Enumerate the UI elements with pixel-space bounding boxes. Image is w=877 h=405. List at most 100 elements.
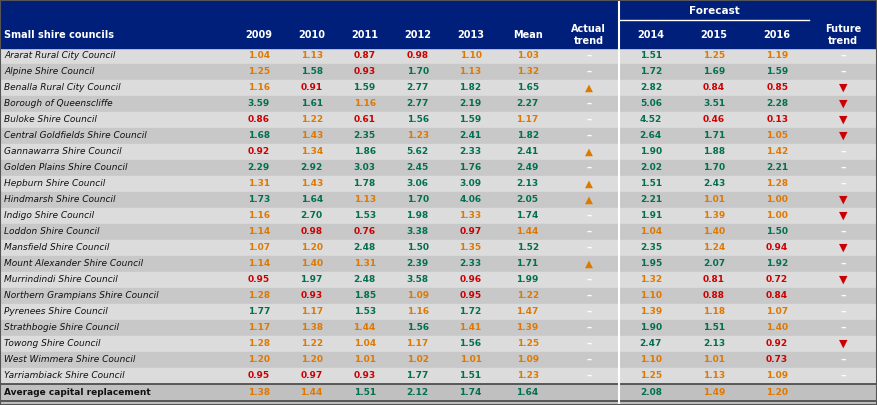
Text: 1.16: 1.16 — [247, 83, 270, 92]
Text: –: – — [586, 323, 591, 333]
Text: –: – — [840, 371, 845, 381]
Text: 5.62: 5.62 — [407, 147, 429, 156]
Text: 1.56: 1.56 — [407, 324, 429, 333]
Text: 2.48: 2.48 — [353, 243, 375, 252]
Text: 1.38: 1.38 — [301, 324, 323, 333]
Text: 1.51: 1.51 — [353, 388, 375, 397]
Text: 1.65: 1.65 — [517, 83, 538, 92]
Text: 1.04: 1.04 — [353, 339, 375, 348]
Text: 1.28: 1.28 — [766, 179, 788, 188]
Text: 0.72: 0.72 — [766, 275, 788, 284]
Text: Murrindindi Shire Council: Murrindindi Shire Council — [4, 275, 118, 284]
Text: –: – — [586, 355, 591, 365]
Text: 0.93: 0.93 — [353, 68, 375, 77]
Text: 1.32: 1.32 — [640, 275, 662, 284]
Text: 1.51: 1.51 — [640, 51, 662, 60]
Text: 1.20: 1.20 — [301, 243, 323, 252]
Text: 2011: 2011 — [351, 30, 378, 40]
Text: ▲: ▲ — [585, 179, 593, 189]
Bar — [0, 64, 877, 80]
Text: 1.70: 1.70 — [407, 196, 429, 205]
Text: 1.68: 1.68 — [247, 132, 270, 141]
Text: 1.71: 1.71 — [702, 132, 725, 141]
Text: 1.59: 1.59 — [766, 68, 788, 77]
Text: 2.28: 2.28 — [766, 100, 788, 109]
Text: 2.35: 2.35 — [640, 243, 662, 252]
Text: Hindmarsh Shire Council: Hindmarsh Shire Council — [4, 196, 116, 205]
Text: Northern Grampians Shire Council: Northern Grampians Shire Council — [4, 292, 159, 301]
Text: Forecast: Forecast — [688, 6, 739, 17]
Text: 0.13: 0.13 — [766, 115, 788, 124]
Text: 1.04: 1.04 — [247, 51, 270, 60]
Text: 0.97: 0.97 — [460, 228, 481, 237]
Text: 2.43: 2.43 — [702, 179, 725, 188]
Text: 1.16: 1.16 — [407, 307, 429, 316]
Text: 2.45: 2.45 — [407, 164, 429, 173]
Bar — [0, 144, 877, 160]
Text: 1.50: 1.50 — [766, 228, 788, 237]
Text: 1.95: 1.95 — [639, 260, 662, 269]
Text: 0.91: 0.91 — [301, 83, 323, 92]
Text: 1.64: 1.64 — [517, 388, 538, 397]
Text: 1.25: 1.25 — [703, 51, 725, 60]
Text: 1.56: 1.56 — [407, 115, 429, 124]
Text: 1.61: 1.61 — [301, 100, 323, 109]
Text: ▲: ▲ — [585, 83, 593, 93]
Text: 2.27: 2.27 — [517, 100, 538, 109]
Text: 1.05: 1.05 — [766, 132, 788, 141]
Text: 1.51: 1.51 — [640, 179, 662, 188]
Text: 1.85: 1.85 — [353, 292, 375, 301]
Text: 2.77: 2.77 — [406, 83, 429, 92]
Text: 1.28: 1.28 — [247, 292, 270, 301]
Bar — [0, 192, 877, 208]
Text: –: – — [840, 291, 845, 301]
Text: ▲: ▲ — [585, 147, 593, 157]
Text: 1.16: 1.16 — [247, 211, 270, 220]
Text: 1.38: 1.38 — [247, 388, 270, 397]
Text: 2016: 2016 — [764, 30, 791, 40]
Text: 0.96: 0.96 — [460, 275, 481, 284]
Text: 1.41: 1.41 — [460, 324, 481, 333]
Text: 2.21: 2.21 — [766, 164, 788, 173]
Text: 1.10: 1.10 — [460, 51, 481, 60]
Text: 2.33: 2.33 — [460, 147, 481, 156]
Text: 1.82: 1.82 — [460, 83, 481, 92]
Text: 2012: 2012 — [404, 30, 431, 40]
Text: 1.78: 1.78 — [353, 179, 375, 188]
Text: 2.29: 2.29 — [247, 164, 270, 173]
Text: ▼: ▼ — [838, 115, 847, 125]
Text: 1.25: 1.25 — [640, 371, 662, 381]
Text: 1.20: 1.20 — [301, 356, 323, 364]
Text: 1.07: 1.07 — [766, 307, 788, 316]
Text: 1.98: 1.98 — [407, 211, 429, 220]
Text: 1.22: 1.22 — [301, 339, 323, 348]
Bar — [0, 80, 877, 96]
Text: 0.92: 0.92 — [247, 147, 270, 156]
Text: 1.16: 1.16 — [353, 100, 375, 109]
Text: 3.38: 3.38 — [407, 228, 429, 237]
Text: 0.95: 0.95 — [460, 292, 481, 301]
Text: –: – — [586, 67, 591, 77]
Text: 1.72: 1.72 — [460, 307, 481, 316]
Text: 1.22: 1.22 — [517, 292, 538, 301]
Text: 1.17: 1.17 — [247, 324, 270, 333]
Text: 1.31: 1.31 — [353, 260, 375, 269]
Text: 2015: 2015 — [701, 30, 728, 40]
Bar — [0, 160, 877, 176]
Bar — [0, 96, 877, 112]
Text: 1.44: 1.44 — [517, 228, 538, 237]
Text: 0.76: 0.76 — [353, 228, 375, 237]
Text: 2.92: 2.92 — [301, 164, 323, 173]
Bar — [0, 112, 877, 128]
Text: 1.23: 1.23 — [517, 371, 538, 381]
Text: –: – — [840, 307, 845, 317]
Text: ▼: ▼ — [838, 99, 847, 109]
Text: 1.40: 1.40 — [766, 324, 788, 333]
Text: 1.70: 1.70 — [407, 68, 429, 77]
Text: 2.21: 2.21 — [640, 196, 662, 205]
Text: 1.04: 1.04 — [640, 228, 662, 237]
Text: 2.13: 2.13 — [517, 179, 538, 188]
Text: 0.86: 0.86 — [247, 115, 270, 124]
Text: ▲: ▲ — [585, 259, 593, 269]
Text: 0.46: 0.46 — [703, 115, 725, 124]
